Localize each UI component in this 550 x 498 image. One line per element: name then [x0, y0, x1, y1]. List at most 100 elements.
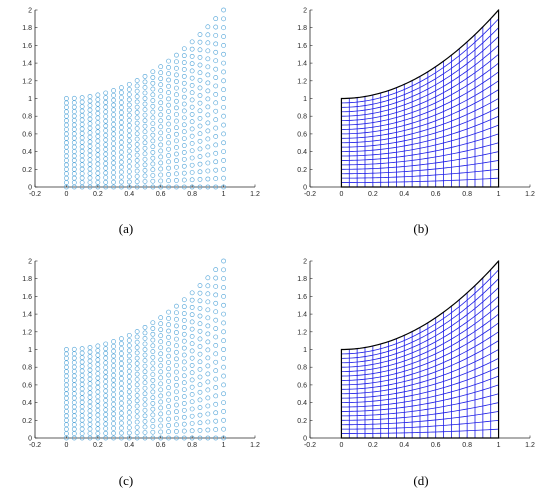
- scatter-point: [221, 435, 226, 441]
- scatter-point: [166, 316, 171, 321]
- scatter-point: [79, 368, 85, 374]
- scatter-point: [103, 416, 109, 422]
- scatter-point: [87, 130, 93, 136]
- scatter-point: [166, 416, 171, 422]
- scatter-point: [79, 166, 85, 172]
- scatter-point: [174, 356, 179, 362]
- scatter-point: [87, 161, 93, 167]
- scatter-point: [181, 177, 187, 183]
- scatter-point: [181, 150, 187, 155]
- scatter-point: [213, 385, 219, 390]
- chart-b: -0.2 0 0.2 0.4 0.6 0.8 1 1.200.20.40.60.811.21.…: [297, 8, 535, 199]
- scatter-point: [119, 85, 124, 91]
- y-tick-label: 0: [28, 185, 32, 192]
- scatter-point: [205, 80, 211, 86]
- scatter-point: [142, 151, 148, 157]
- scatter-point: [158, 130, 164, 136]
- scatter-point: [95, 398, 101, 404]
- scatter-point: [150, 103, 156, 109]
- scatter-point: [197, 108, 203, 114]
- mesh-line-horizontal: [341, 142, 499, 166]
- scatter-point: [111, 406, 116, 412]
- scatter-point: [64, 149, 69, 154]
- y-tick-label: 0: [28, 436, 32, 443]
- mesh-line-horizontal: [341, 27, 499, 108]
- scatter-point: [95, 156, 101, 162]
- scatter-point: [119, 139, 124, 145]
- scatter-point: [189, 304, 195, 310]
- scatter-point: [150, 75, 156, 80]
- scatter-point: [213, 125, 219, 131]
- mesh-line-horizontal: [341, 151, 499, 170]
- scatter-point: [205, 411, 211, 417]
- scatter-point: [111, 387, 116, 393]
- scatter-point: [103, 369, 109, 375]
- scatter-point: [111, 88, 116, 93]
- scatter-point: [205, 72, 211, 78]
- scatter-point: [197, 154, 203, 159]
- scatter-point: [166, 391, 171, 397]
- scatter-point: [95, 417, 101, 422]
- scatter-point: [64, 422, 69, 428]
- scatter-point: [71, 386, 77, 392]
- scatter-point: [158, 112, 164, 118]
- scatter-point: [174, 402, 179, 408]
- scatter-point: [150, 326, 156, 331]
- scatter-point: [221, 364, 226, 370]
- scatter-point: [150, 69, 156, 75]
- scatter-point: [158, 435, 164, 441]
- scatter-point: [71, 171, 77, 177]
- scatter-point: [213, 167, 219, 173]
- caption-b: (b): [413, 221, 429, 236]
- scatter-point: [126, 415, 132, 420]
- scatter-point: [87, 121, 93, 127]
- scatter-point: [64, 431, 69, 436]
- scatter-point: [166, 159, 171, 165]
- scatter-point: [87, 345, 93, 350]
- scatter-point: [126, 112, 132, 118]
- scatter-point: [103, 132, 109, 138]
- mesh-line-horizontal: [341, 62, 499, 126]
- scatter-point: [103, 170, 109, 176]
- scatter-point: [150, 126, 156, 132]
- scatter-point: [221, 60, 226, 66]
- scatter-point: [126, 179, 132, 185]
- y-tick-label: 1.8: [22, 25, 32, 32]
- scatter-point: [111, 411, 116, 417]
- scatter-point: [95, 133, 101, 139]
- scatter-point: [95, 352, 101, 358]
- scatter-point: [119, 361, 124, 366]
- y-tick-label: 0.6: [22, 382, 32, 389]
- scatter-point: [189, 83, 195, 88]
- scatter-point: [126, 394, 132, 400]
- scatter-point: [111, 416, 116, 422]
- scatter-point: [166, 429, 171, 435]
- scatter-point: [126, 107, 132, 113]
- scatter-point: [197, 427, 203, 433]
- scatter-point: [174, 72, 179, 78]
- scatter-point: [126, 153, 132, 159]
- scatter-point: [166, 309, 171, 315]
- scatter-point: [189, 348, 195, 354]
- scatter-point: [103, 137, 109, 143]
- scatter-point: [126, 384, 132, 390]
- scatter-point: [205, 315, 211, 321]
- scatter-point: [119, 375, 124, 381]
- scatter-point: [142, 73, 148, 79]
- scatter-point: [158, 142, 164, 148]
- scatter-point: [79, 175, 85, 181]
- scatter-point: [87, 426, 93, 432]
- scatter-point: [95, 92, 101, 98]
- mesh-line-horizontal: [341, 287, 499, 364]
- scatter-point: [166, 347, 171, 353]
- scatter-point: [103, 156, 109, 162]
- scatter-point: [103, 346, 109, 352]
- scatter-point: [205, 160, 211, 166]
- scatter-point: [174, 118, 179, 124]
- scatter-point: [111, 348, 116, 354]
- scatter-point: [134, 152, 140, 158]
- scatter-point: [71, 180, 77, 185]
- mesh-line-horizontal: [341, 340, 499, 390]
- scatter-point: [221, 78, 226, 84]
- scatter-point: [111, 155, 116, 161]
